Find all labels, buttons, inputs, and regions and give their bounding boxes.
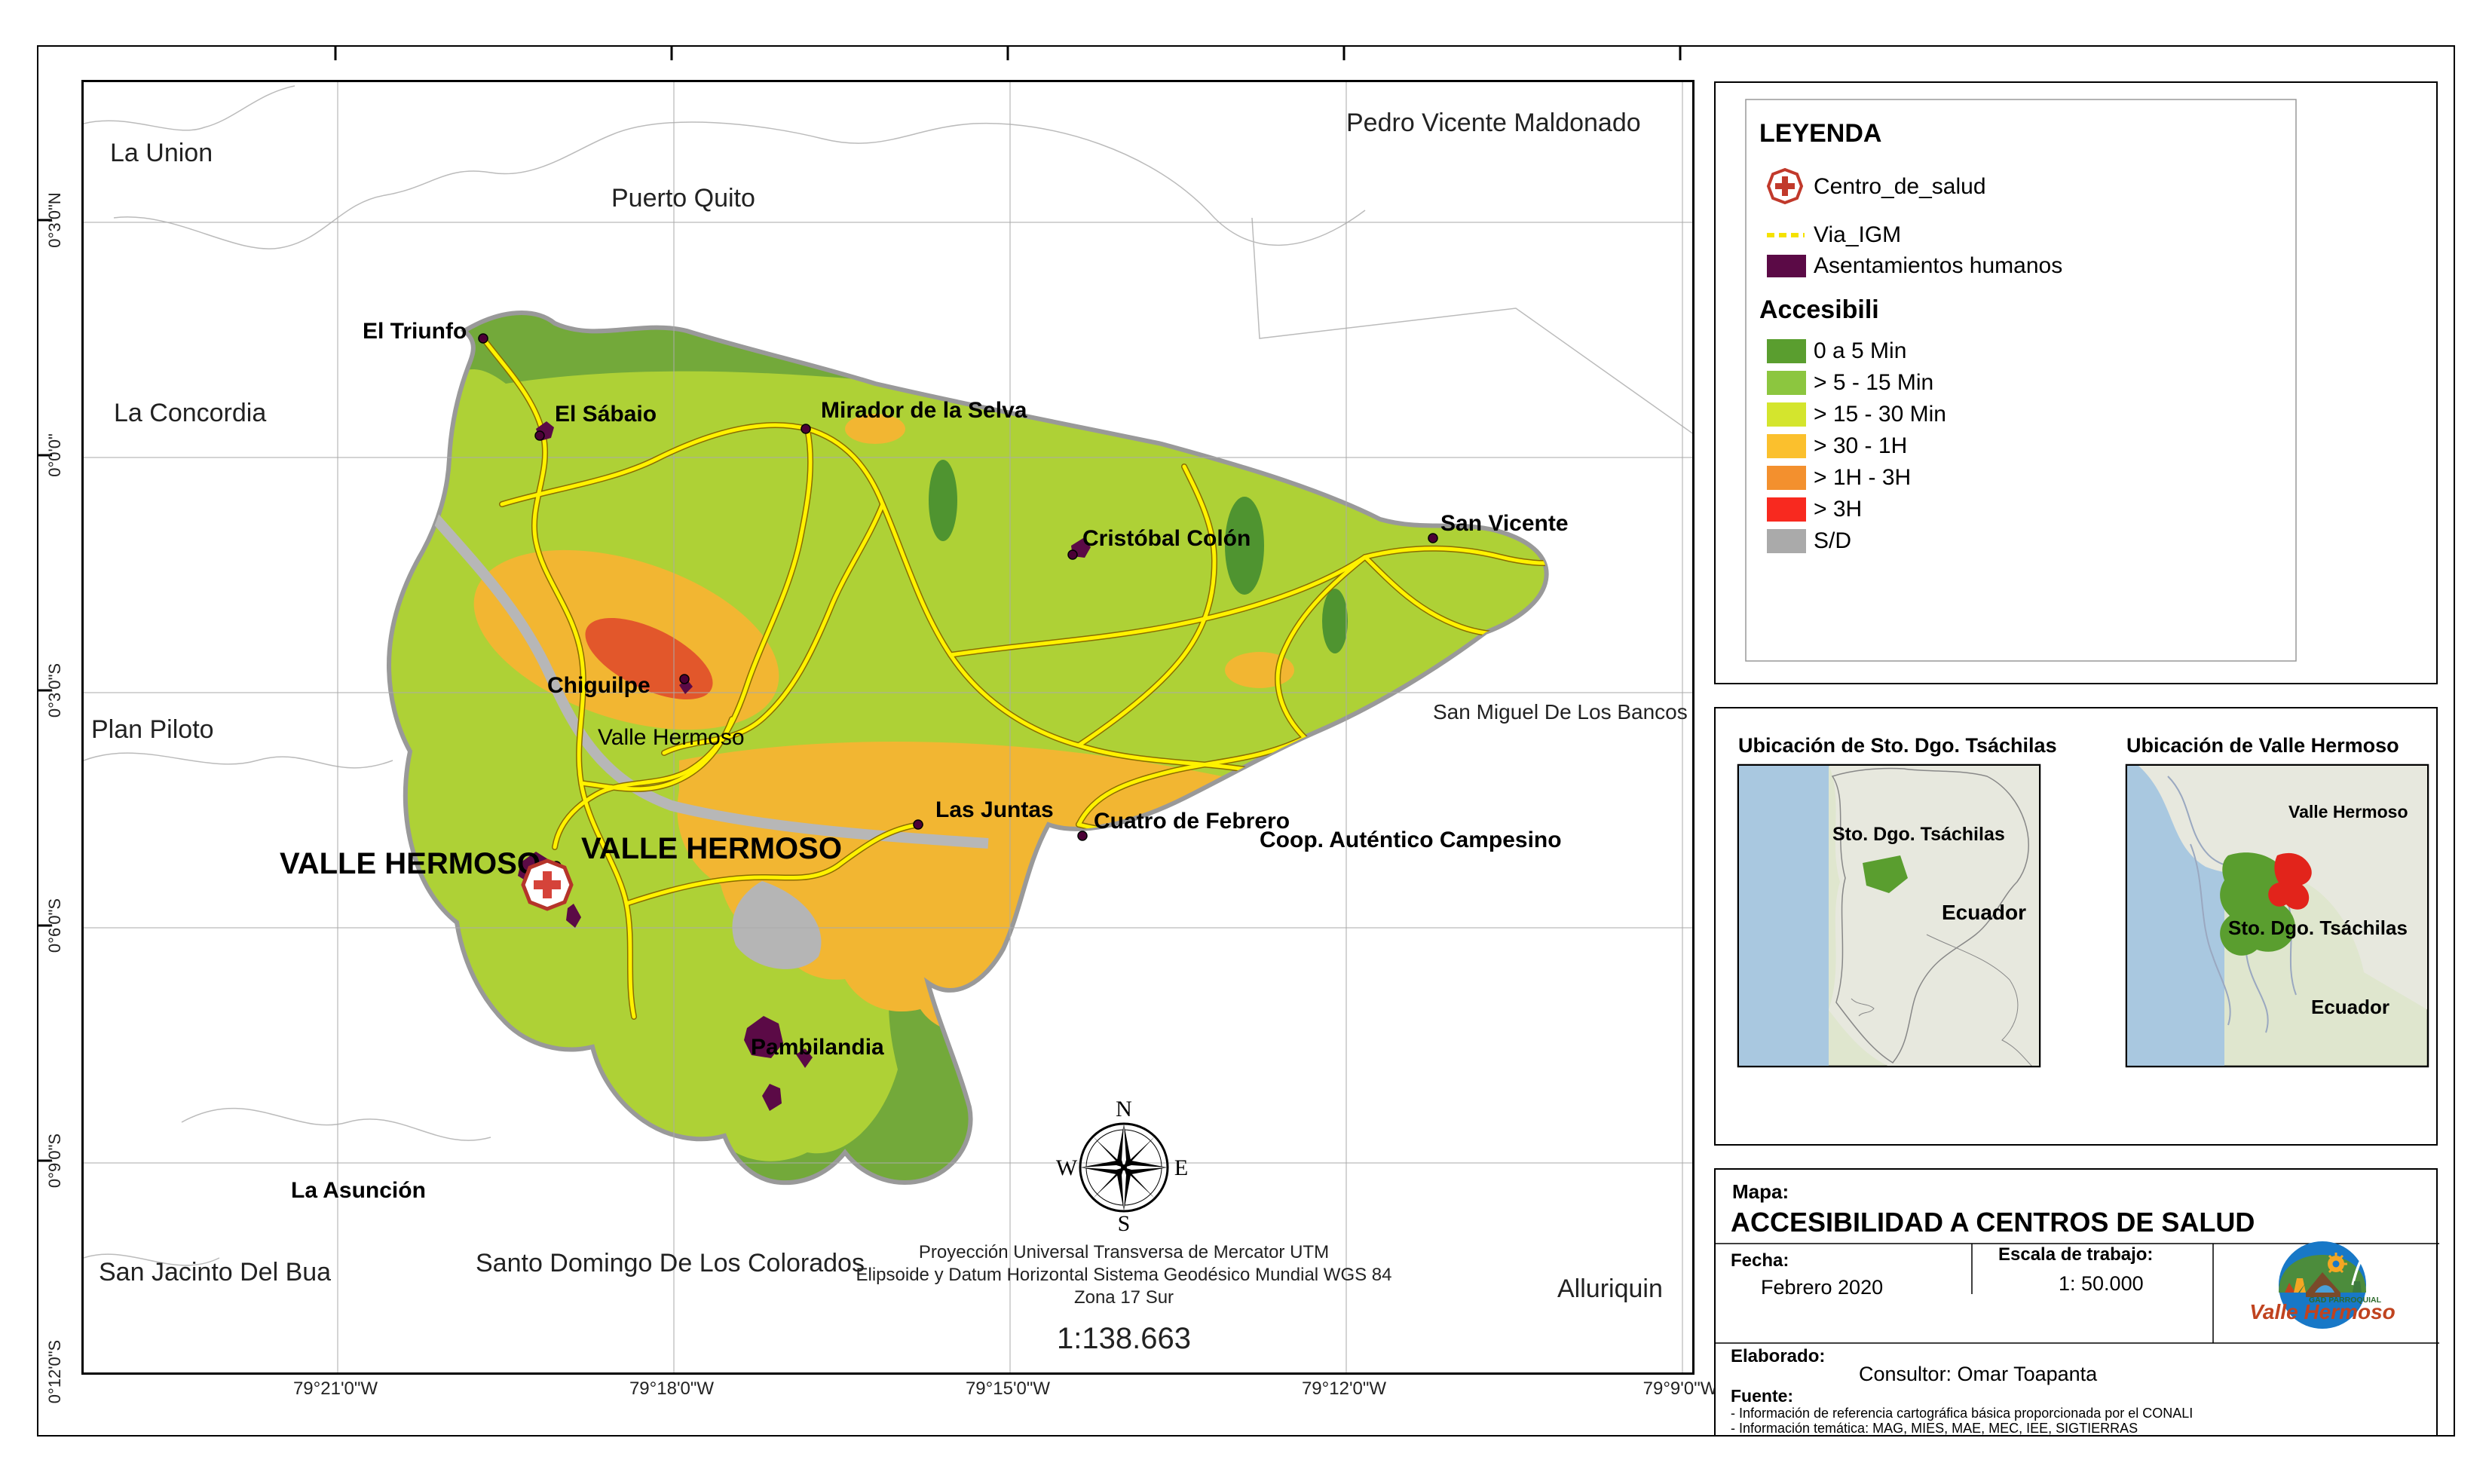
svg-text:Mirador de la Selva: Mirador de la Selva: [821, 398, 1027, 423]
svg-text:Valle Hermoso: Valle Hermoso: [598, 725, 745, 750]
svg-text:Alluriquin: Alluriquin: [1557, 1274, 1663, 1303]
svg-text:VALLE HERMOSO: VALLE HERMOSO: [280, 847, 540, 880]
svg-text:> 1H - 3H: > 1H - 3H: [1814, 465, 1911, 490]
svg-text:Elaborado:: Elaborado:: [1731, 1346, 1825, 1366]
svg-text:0°3'0"S: 0°3'0"S: [45, 663, 64, 718]
svg-text:Ubicación de Sto. Dgo. Tsáchil: Ubicación de Sto. Dgo. Tsáchilas: [1738, 734, 2057, 757]
svg-text:San Vicente: San Vicente: [1440, 511, 1569, 536]
svg-text:Coop. Auténtico Campesino: Coop. Auténtico Campesino: [1260, 828, 1562, 852]
svg-text:W: W: [1056, 1155, 1078, 1180]
svg-text:> 5 - 15 Min: > 5 - 15 Min: [1814, 370, 1933, 395]
svg-text:Mapa:: Mapa:: [1732, 1180, 1789, 1203]
svg-text:Chiguilpe: Chiguilpe: [547, 673, 651, 698]
svg-text:Sto. Dgo. Tsáchilas: Sto. Dgo. Tsáchilas: [1832, 824, 2005, 845]
svg-text:Fuente:: Fuente:: [1731, 1386, 1793, 1406]
svg-text:San Jacinto Del Bua: San Jacinto Del Bua: [99, 1258, 331, 1287]
svg-text:ACCESIBILIDAD A CENTROS DE SAL: ACCESIBILIDAD A CENTROS DE SALUD: [1731, 1207, 2255, 1238]
svg-text:1: 50.000: 1: 50.000: [2059, 1272, 2144, 1295]
svg-text:> 15 - 30 Min: > 15 - 30 Min: [1814, 402, 1946, 427]
svg-text:Sto. Dgo. Tsáchilas: Sto. Dgo. Tsáchilas: [2228, 916, 2408, 939]
svg-text:S/D: S/D: [1814, 528, 1851, 553]
svg-text:79°15'0"W: 79°15'0"W: [966, 1378, 1050, 1399]
svg-text:0 a 5 Min: 0 a 5 Min: [1814, 338, 1906, 363]
svg-text:El Triunfo: El Triunfo: [363, 319, 467, 344]
svg-text:N: N: [1116, 1097, 1132, 1121]
svg-text:El Sábaio: El Sábaio: [555, 402, 657, 427]
svg-text:Via_IGM: Via_IGM: [1814, 222, 1901, 247]
svg-text:Las Juntas: Las Juntas: [935, 797, 1054, 822]
svg-text:Pedro Vicente Maldonado: Pedro Vicente Maldonado: [1346, 109, 1641, 137]
svg-text:79°21'0"W: 79°21'0"W: [293, 1378, 378, 1399]
svg-text:Ecuador: Ecuador: [1942, 901, 2026, 924]
svg-text:Fecha:: Fecha:: [1731, 1250, 1789, 1271]
svg-text:Escala de trabajo:: Escala de trabajo:: [1998, 1244, 2153, 1265]
svg-text:Elipsoide y Datum Horizontal S: Elipsoide y Datum Horizontal Sistema Geo…: [856, 1265, 1392, 1285]
svg-text:Puerto Quito: Puerto Quito: [611, 184, 755, 213]
svg-text:Ecuador: Ecuador: [2311, 996, 2389, 1018]
svg-text:Consultor: Omar Toapanta: Consultor: Omar Toapanta: [1859, 1363, 2098, 1385]
svg-text:- Información de referencia ca: - Información de referencia cartográfica…: [1731, 1406, 2193, 1421]
svg-text:La Asunción: La Asunción: [291, 1178, 426, 1203]
svg-text:0°6'0"S: 0°6'0"S: [45, 898, 64, 953]
svg-text:79°18'0"W: 79°18'0"W: [629, 1378, 714, 1399]
svg-text:San Miguel De Los Bancos: San Miguel De Los Bancos: [1433, 700, 1688, 724]
svg-text:Santo Domingo De Los Colorados: Santo Domingo De Los Colorados: [476, 1249, 865, 1277]
svg-text:LEYENDA: LEYENDA: [1759, 119, 1881, 148]
svg-text:79°9'0"W: 79°9'0"W: [1643, 1378, 1718, 1399]
svg-text:1:138.663: 1:138.663: [1057, 1322, 1191, 1355]
svg-text:Proyección Universal Transvers: Proyección Universal Transversa de Merca…: [919, 1242, 1329, 1262]
svg-text:La Union: La Union: [110, 139, 213, 167]
svg-text:Centro_de_salud: Centro_de_salud: [1814, 174, 1986, 199]
svg-text:Pambilandia: Pambilandia: [751, 1035, 884, 1060]
svg-text:Zona 17 Sur: Zona 17 Sur: [1074, 1287, 1174, 1308]
svg-text:S: S: [1118, 1211, 1131, 1236]
svg-text:0°12'0"S: 0°12'0"S: [45, 1340, 64, 1403]
svg-text:Accesibili: Accesibili: [1759, 295, 1879, 324]
svg-text:79°12'0"W: 79°12'0"W: [1302, 1378, 1386, 1399]
svg-text:Asentamientos humanos: Asentamientos humanos: [1814, 253, 2062, 278]
svg-text:Ubicación de Valle Hermoso: Ubicación de Valle Hermoso: [2126, 734, 2399, 757]
svg-text:0°3'0"N: 0°3'0"N: [45, 192, 64, 247]
svg-text:Febrero 2020: Febrero 2020: [1761, 1276, 1883, 1299]
svg-text:La Concordia: La Concordia: [114, 399, 266, 427]
svg-text:- Información temática: MAG, M: - Información temática: MAG, MIES, MAE, …: [1731, 1421, 2138, 1436]
svg-text:VALLE HERMOSO: VALLE HERMOSO: [581, 832, 842, 865]
svg-text:> 30 - 1H: > 30 - 1H: [1814, 433, 1907, 458]
svg-text:Cristóbal Colón: Cristóbal Colón: [1082, 526, 1251, 551]
svg-text:0°0'0": 0°0'0": [45, 433, 64, 477]
svg-text:GAD PARROQUIAL: GAD PARROQUIAL: [2309, 1296, 2382, 1305]
svg-text:E: E: [1174, 1155, 1188, 1180]
svg-text:> 3H: > 3H: [1814, 497, 1862, 522]
svg-text:Valle Hermoso: Valle Hermoso: [2288, 802, 2408, 822]
svg-text:0°9'0"S: 0°9'0"S: [45, 1134, 64, 1188]
svg-text:Plan Piloto: Plan Piloto: [91, 715, 214, 744]
